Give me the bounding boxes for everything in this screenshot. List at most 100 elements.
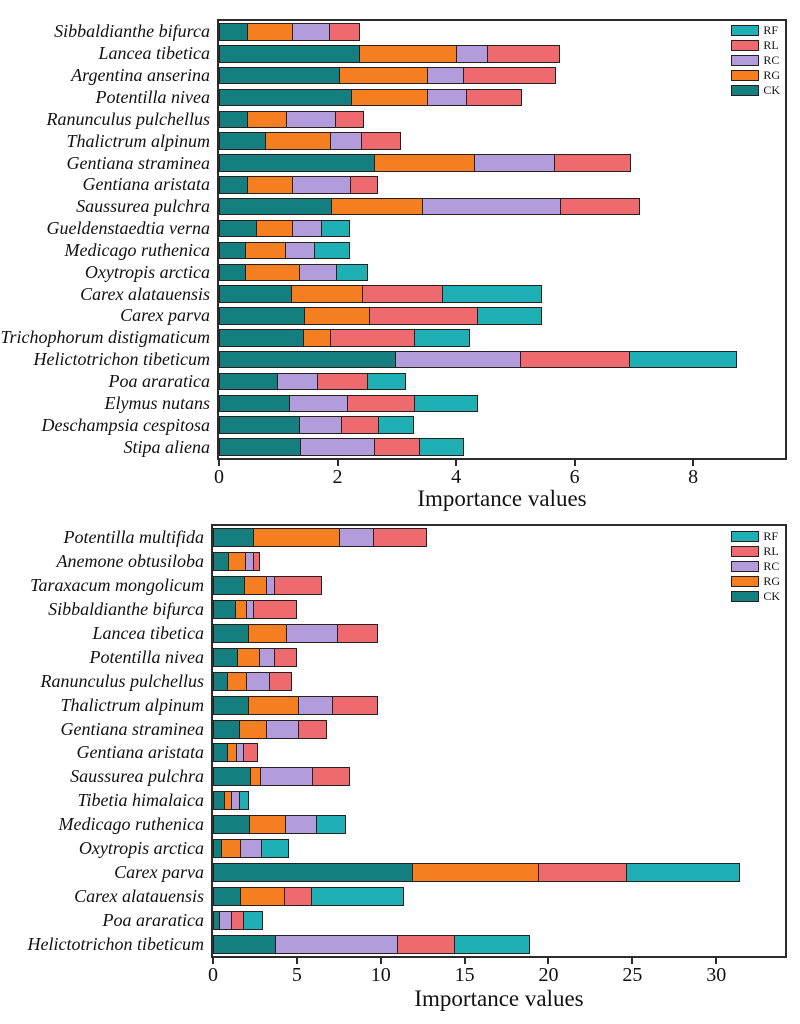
stacked-bar bbox=[213, 934, 785, 954]
bar-segment-CK bbox=[213, 528, 255, 548]
bar-segment-CK bbox=[219, 394, 291, 413]
legend-swatch-RF bbox=[731, 25, 760, 36]
x-tick-label: 5 bbox=[291, 964, 302, 986]
legend-item-CK: CK bbox=[731, 84, 780, 96]
bar-segment-RG bbox=[247, 23, 294, 41]
bar-segment-RC bbox=[394, 350, 521, 369]
legend-swatch-RL bbox=[731, 546, 760, 557]
legend-item-RC: RC bbox=[731, 54, 780, 66]
bar-segment-CK bbox=[219, 219, 257, 238]
bar-segment-CK bbox=[213, 552, 230, 572]
bar-segment-RG bbox=[220, 839, 241, 858]
x-tick bbox=[715, 958, 718, 964]
bar-segment-CK bbox=[213, 815, 251, 835]
stacked-bar bbox=[213, 528, 785, 548]
bar-segment-RC bbox=[286, 110, 336, 129]
bar-segment-RF bbox=[625, 862, 741, 882]
bar-segment-RL bbox=[538, 862, 627, 882]
category-label: Gueldenstaedtia verna bbox=[46, 218, 210, 239]
category-label: Argentina anserina bbox=[71, 65, 210, 86]
category-label: Elymus nutans bbox=[104, 392, 211, 413]
stacked-bar bbox=[219, 176, 785, 194]
bar-segment-RL bbox=[284, 886, 312, 906]
legend-swatch-RG bbox=[731, 70, 760, 81]
bar-segment-RC bbox=[277, 372, 319, 391]
category-label: Poa araratica bbox=[102, 909, 205, 930]
category-label: Poa araratica bbox=[108, 371, 211, 392]
bar-segment-RG bbox=[236, 647, 260, 667]
bar-segment-CK bbox=[219, 110, 249, 129]
stacked-bar bbox=[213, 815, 785, 835]
stacked-bar bbox=[213, 886, 785, 906]
bar-segment-CK bbox=[213, 743, 228, 763]
bar-segment-RG bbox=[244, 576, 268, 596]
bar-segment-RL bbox=[486, 45, 560, 63]
x-tick-label: 10 bbox=[370, 964, 391, 986]
bar-segment-CK bbox=[213, 600, 236, 620]
x-tick-label: 0 bbox=[214, 466, 224, 488]
bar-segment-RG bbox=[303, 329, 331, 347]
category-label: Sibbaldianthe bifurca bbox=[54, 21, 210, 42]
bar-segment-RC bbox=[265, 719, 300, 739]
stacked-bar bbox=[213, 552, 785, 572]
bar-segment-RL bbox=[519, 350, 631, 369]
x-tick bbox=[547, 958, 550, 964]
bar-segment-RG bbox=[247, 110, 288, 129]
stacked-bar bbox=[219, 307, 785, 325]
bar-segment-RC bbox=[239, 839, 262, 858]
category-label: Ranunculus pulchellus bbox=[46, 108, 210, 129]
bar-segment-RC bbox=[297, 695, 334, 715]
legend-item-RF: RF bbox=[731, 530, 780, 542]
bar-segment-CK bbox=[213, 719, 241, 739]
bar-segment-RL bbox=[360, 132, 402, 150]
legend-label: RL bbox=[763, 38, 779, 52]
bar-segment-RG bbox=[330, 197, 424, 216]
category-label: Medicago ruthenica bbox=[58, 814, 204, 835]
stacked-bar bbox=[219, 23, 785, 41]
category-label: Anemone obtusiloba bbox=[56, 551, 204, 572]
legend-label: RG bbox=[763, 574, 780, 588]
stacked-bar bbox=[219, 329, 785, 347]
x-tick bbox=[379, 958, 382, 964]
bar-segment-RF bbox=[476, 307, 542, 325]
x-tick bbox=[463, 958, 466, 964]
bar-segment-RG bbox=[253, 528, 340, 548]
bottom-legend: RF RL RC RG CK bbox=[731, 530, 780, 602]
bar-segment-RC bbox=[284, 241, 315, 260]
bar-segment-CK bbox=[213, 695, 250, 715]
category-label: Oxytropis arctica bbox=[78, 837, 204, 858]
category-label: Tibetia himalaica bbox=[77, 790, 204, 811]
x-tick-label: 2 bbox=[332, 466, 343, 488]
bar-segment-RL bbox=[368, 307, 478, 325]
stacked-bar bbox=[219, 88, 785, 107]
bar-segment-RC bbox=[427, 66, 464, 85]
bar-segment-RG bbox=[339, 66, 429, 85]
bar-segment-RL bbox=[374, 438, 421, 456]
bar-segment-CK bbox=[219, 132, 266, 150]
stacked-bar bbox=[213, 647, 785, 667]
bar-segment-RF bbox=[242, 910, 263, 930]
bar-segment-RC bbox=[298, 416, 343, 434]
stacked-bar bbox=[213, 767, 785, 787]
bottom-plot-area bbox=[211, 524, 787, 958]
category-label: Saussurea pulchra bbox=[76, 196, 210, 217]
bar-segment-RL bbox=[311, 767, 350, 787]
bar-segment-RL bbox=[243, 743, 258, 763]
stacked-bar bbox=[213, 910, 785, 930]
bar-segment-RC bbox=[286, 624, 339, 643]
x-tick-label: 15 bbox=[454, 964, 475, 986]
top-x-axis-label: Importance values bbox=[417, 486, 587, 511]
stacked-bar bbox=[219, 263, 785, 282]
bar-segment-RC bbox=[259, 767, 313, 787]
bar-segment-RL bbox=[252, 552, 261, 572]
legend-swatch-RF bbox=[731, 531, 760, 542]
bar-segment-RF bbox=[378, 416, 414, 434]
bar-segment-CK bbox=[219, 263, 247, 282]
x-tick-label: 6 bbox=[569, 466, 580, 488]
category-label: Carex parva bbox=[120, 305, 210, 326]
category-label: Gentiana straminea bbox=[60, 718, 205, 739]
category-label: Medicago ruthenica bbox=[64, 239, 210, 260]
bar-segment-RC bbox=[422, 197, 561, 216]
bar-segment-CK bbox=[219, 285, 292, 303]
bar-segment-CK bbox=[213, 624, 250, 643]
